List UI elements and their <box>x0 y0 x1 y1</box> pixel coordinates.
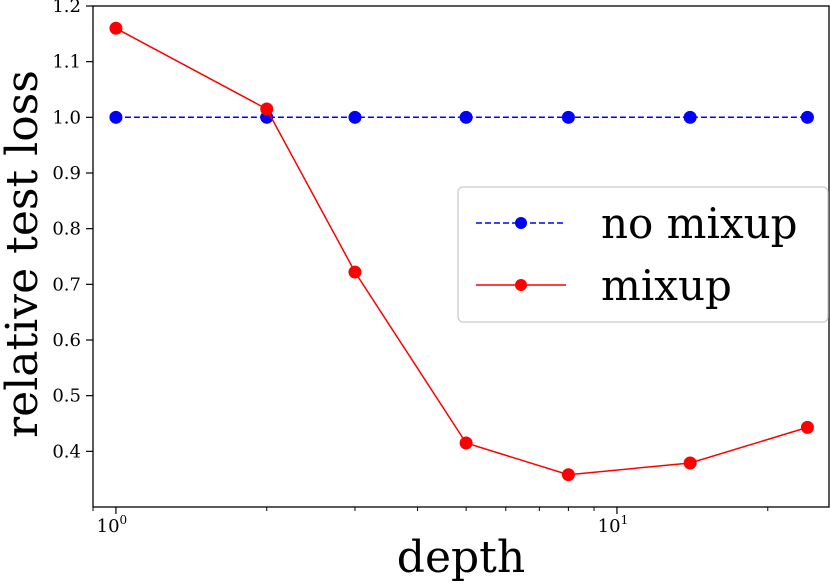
data-point <box>348 110 362 124</box>
x-axis-title: depth <box>397 532 525 581</box>
y-tick-label: 0.4 <box>52 441 81 462</box>
y-tick-label: 0.5 <box>52 386 81 407</box>
legend-label: mixup <box>601 261 732 310</box>
data-point <box>683 456 697 470</box>
data-point <box>800 110 814 124</box>
data-point <box>109 110 123 124</box>
legend: no mixup mixup <box>457 186 829 323</box>
y-tick-label: 1.0 <box>52 107 81 128</box>
y-tick-label: 0.6 <box>52 330 81 351</box>
data-point <box>683 110 697 124</box>
legend-marker <box>515 279 527 291</box>
data-point <box>459 110 473 124</box>
data-point <box>800 420 814 434</box>
data-point <box>459 436 473 450</box>
legend-label: no mixup <box>601 199 798 248</box>
x-axis: 100 101 <box>92 507 769 537</box>
x-tick-base: 10 <box>97 516 120 537</box>
data-point <box>348 265 362 279</box>
plot-frame <box>92 5 830 508</box>
data-point <box>561 110 575 124</box>
data-point <box>260 102 274 116</box>
x-tick-exponent: 0 <box>120 513 128 527</box>
plot-area <box>92 5 830 508</box>
x-tick-base: 10 <box>598 516 621 537</box>
legend-box <box>457 186 829 323</box>
y-tick-label: 0.8 <box>52 219 81 240</box>
x-tick-label: 101 <box>598 513 629 537</box>
legend-marker <box>515 217 527 229</box>
data-point <box>109 21 123 35</box>
y-tick-label: 1.1 <box>52 52 81 73</box>
data-point <box>561 468 575 482</box>
y-axis-title: relative test loss <box>0 70 48 438</box>
series-layer <box>109 21 814 482</box>
y-tick-label: 1.2 <box>52 0 81 17</box>
y-axis: 0.4 0.5 0.6 0.7 0.8 0.9 1.0 1.1 1.2 <box>52 0 93 462</box>
y-tick-label: 0.7 <box>52 274 81 295</box>
x-tick-label: 100 <box>97 513 128 537</box>
y-tick-label: 0.9 <box>52 163 81 184</box>
x-tick-exponent: 1 <box>621 513 629 527</box>
